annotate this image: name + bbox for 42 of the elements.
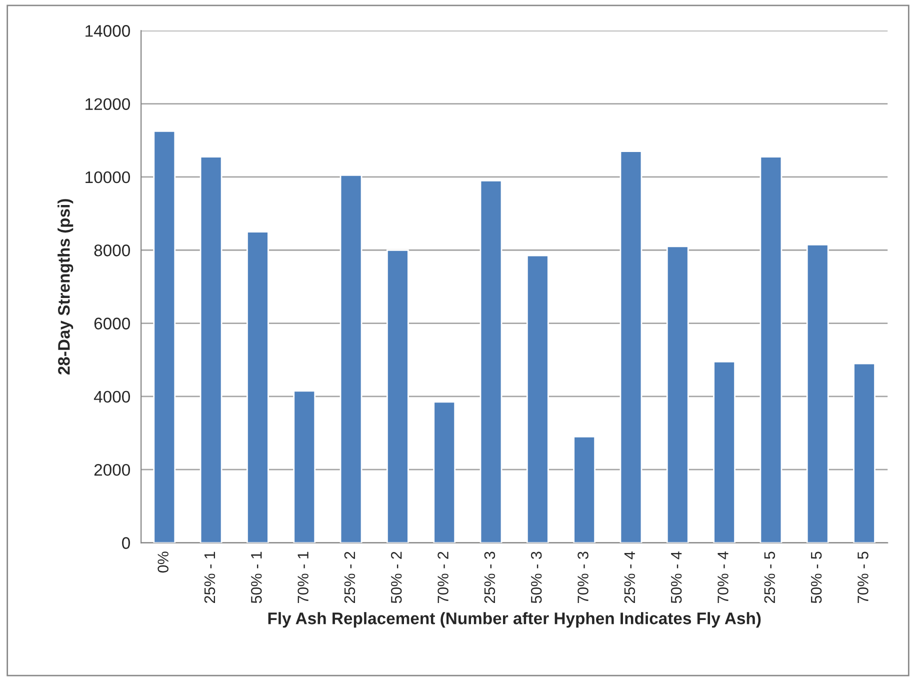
bar [480,180,502,543]
bar [386,249,409,543]
x-tick-label: 50% - 4 [670,552,682,604]
x-tick-label: 50% - 5 [810,552,822,604]
bar [200,156,222,543]
x-tick-label: 70% - 3 [578,552,588,603]
x-tick-label: 50% - 1 [250,552,262,604]
y-tick-label: 12000 [86,98,130,110]
x-tick-label: 70% - 1 [298,552,308,603]
x-tick-label: 25% - 5 [764,552,776,603]
bar [806,244,829,543]
y-tick-label: 0 [122,537,130,549]
y-axis-title: 28-Day Strengths (psi) [58,199,74,375]
x-tick-label: 0% [158,552,168,573]
bar [853,362,876,543]
bar [620,150,642,543]
bar [153,130,176,543]
bar [713,360,736,543]
y-tick-label: 14000 [86,25,130,37]
bar [666,246,689,543]
bar [340,174,362,543]
x-tick-label: 70% - 2 [438,552,448,603]
x-tick-label: 25% - 4 [624,552,636,603]
y-tick-label: 10000 [86,171,130,184]
x-axis-title: Fly Ash Replacement (Number after Hyphen Indicates Fly Ash) [268,612,761,628]
x-tick-label: 50% - 3 [530,552,542,604]
y-tick-label: 6000 [94,318,130,330]
bar [526,254,549,543]
x-tick-label: 25% - 3 [484,552,496,603]
bar [573,436,596,543]
bar [293,390,316,543]
y-tick-label: 4000 [94,390,130,403]
x-tick-label: 25% - 2 [344,552,356,603]
x-tick-label: 50% - 2 [390,552,402,604]
x-tick-label: 25% - 1 [204,552,216,603]
bar [433,401,456,543]
bar [760,156,782,543]
y-tick-label: 2000 [94,464,130,476]
x-tick-label: 70% - 5 [858,552,868,603]
bar [246,231,269,543]
x-tick-label: 70% - 4 [718,552,728,603]
y-tick-label: 8000 [94,244,130,256]
